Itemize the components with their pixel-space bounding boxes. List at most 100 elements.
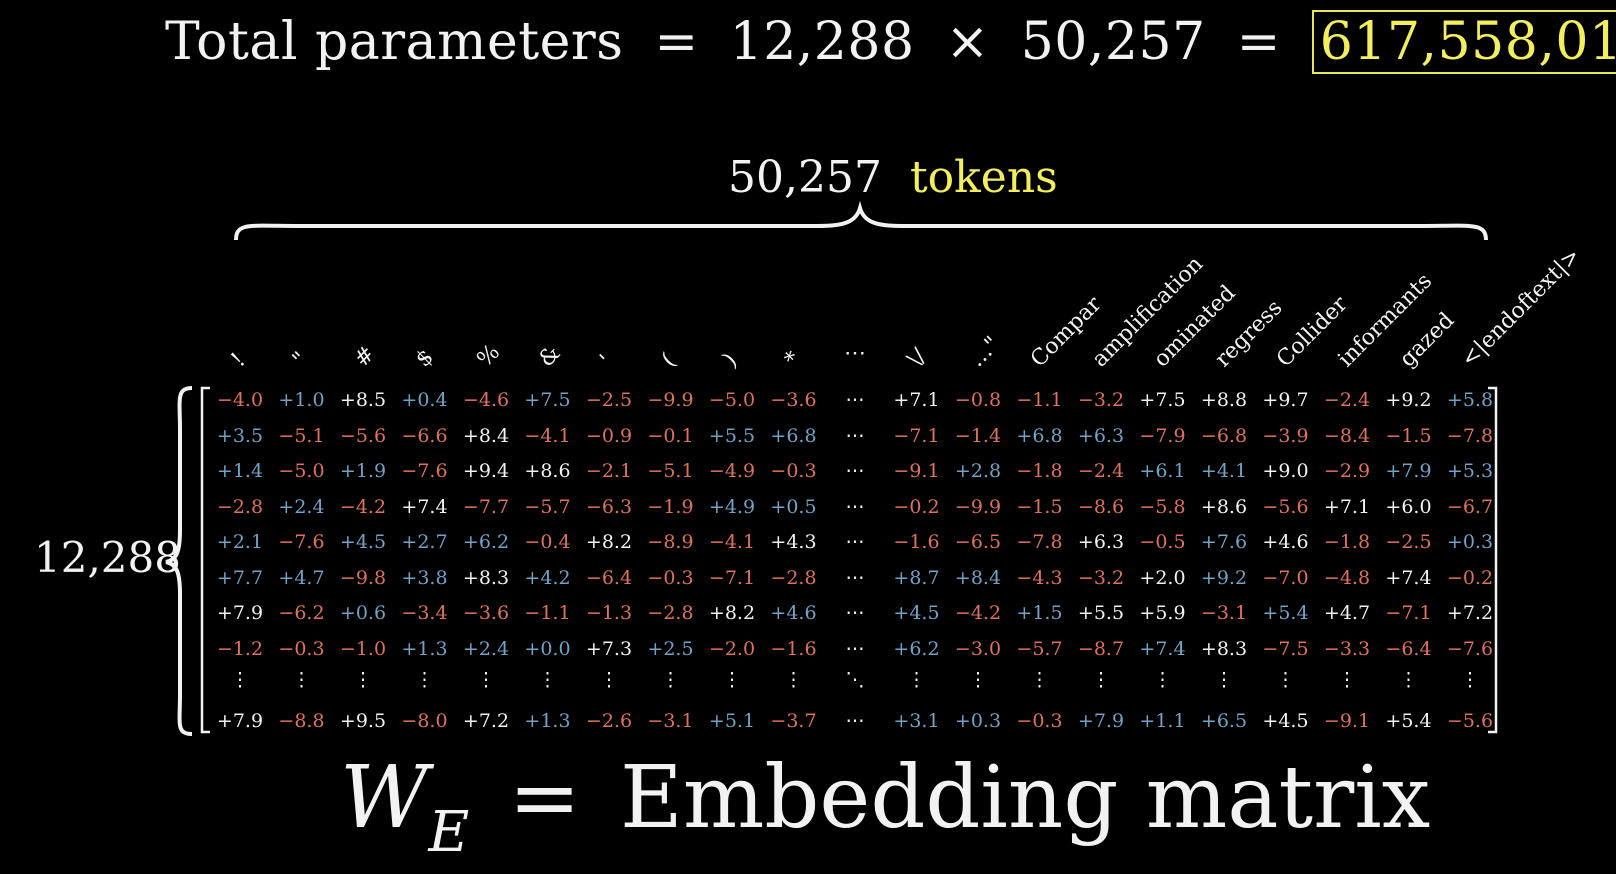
matrix-cell: +0.6 <box>340 602 386 624</box>
matrix-cell: +8.6 <box>1201 496 1247 518</box>
matrix-cell: −4.9 <box>709 460 755 482</box>
matrix-cell: −9.1 <box>1324 710 1370 732</box>
matrix-cell: +1.3 <box>401 638 447 660</box>
caption-text: Embedding matrix <box>620 748 1431 848</box>
matrix-cell: +6.2 <box>893 638 939 660</box>
matrix-cell: ⋯ <box>846 460 865 482</box>
matrix-cell: ⋯ <box>846 531 865 553</box>
matrix-cell: −3.7 <box>770 710 816 732</box>
matrix-cell: +1.0 <box>278 389 324 411</box>
matrix-cell: −1.2 <box>217 638 263 660</box>
matrix-cell: −7.7 <box>463 496 509 518</box>
matrix-cell: −5.1 <box>278 425 324 447</box>
matrix-cell: +7.2 <box>1447 602 1493 624</box>
matrix-cell: +2.8 <box>955 460 1001 482</box>
column-token-label: <|endoftext|> <box>1457 243 1586 372</box>
matrix-cell: +4.5 <box>893 602 939 624</box>
matrix-cell: −2.8 <box>217 496 263 518</box>
matrix-cell: +9.2 <box>1201 567 1247 589</box>
column-token-label: & <box>534 341 566 373</box>
matrix-cell: ⋮ <box>1399 669 1418 691</box>
matrix-cell: +6.3 <box>1078 531 1124 553</box>
matrix-cell: −0.2 <box>1447 567 1493 589</box>
matrix-cell: −2.0 <box>709 638 755 660</box>
parameter-count-equation: Total parameters = 12,288 × 50,257 = 617… <box>0 8 1616 88</box>
matrix-cell: ⋮ <box>1276 669 1295 691</box>
column-token-label: ' <box>596 350 618 372</box>
matrix-cell: +7.3 <box>586 638 632 660</box>
matrix-cell: ⋮ <box>969 669 988 691</box>
matrix-cell: +8.8 <box>1201 389 1247 411</box>
matrix-cell: ⋮ <box>477 669 496 691</box>
matrix-cell: −5.1 <box>647 460 693 482</box>
matrix-cell: +6.1 <box>1139 460 1185 482</box>
matrix-cell: −3.4 <box>401 602 447 624</box>
matrix-cell: ⋮ <box>1215 669 1234 691</box>
matrix-cell: +1.5 <box>1016 602 1062 624</box>
column-token-label: " <box>288 347 313 372</box>
matrix-cell: −0.2 <box>893 496 939 518</box>
matrix-cell: −4.2 <box>955 602 1001 624</box>
caption-subscript: E <box>428 800 470 865</box>
rows-curly-brace <box>165 386 193 736</box>
matrix-cell: −4.6 <box>463 389 509 411</box>
matrix-cell: +8.2 <box>586 531 632 553</box>
matrix-cell: +7.9 <box>217 710 263 732</box>
matrix-cell: +2.5 <box>647 638 693 660</box>
equation-times: × <box>945 12 990 72</box>
matrix-cell: −9.9 <box>647 389 693 411</box>
matrix-cell: −0.1 <box>647 425 693 447</box>
matrix-cell: −0.8 <box>955 389 1001 411</box>
matrix-cell: −6.6 <box>401 425 447 447</box>
matrix-cell: −5.0 <box>709 389 755 411</box>
matrix-cell: −8.6 <box>1078 496 1124 518</box>
matrix-cell: +5.4 <box>1262 602 1308 624</box>
matrix-cell: −2.1 <box>586 460 632 482</box>
embedding-caption: WE = Embedding matrix <box>340 755 1430 861</box>
tokens-word: tokens <box>909 152 1058 203</box>
matrix-cell: +3.5 <box>217 425 263 447</box>
matrix-cell: +0.3 <box>1447 531 1493 553</box>
matrix-cell: −7.1 <box>893 425 939 447</box>
matrix-cell: +4.5 <box>1262 710 1308 732</box>
matrix-cell: +5.4 <box>1385 710 1431 732</box>
matrix-cell: +7.9 <box>217 602 263 624</box>
matrix-cell: −2.5 <box>586 389 632 411</box>
matrix-cell: ⋮ <box>538 669 557 691</box>
matrix-cell: −5.6 <box>1447 710 1493 732</box>
matrix-cell: +8.5 <box>340 389 386 411</box>
matrix-cell: −7.8 <box>1016 531 1062 553</box>
matrix-cell: +7.2 <box>463 710 509 732</box>
matrix-cell: +0.3 <box>955 710 1001 732</box>
matrix-cell: +7.1 <box>1324 496 1370 518</box>
matrix-cell: +1.1 <box>1139 710 1185 732</box>
matrix-cell: −4.0 <box>217 389 263 411</box>
matrix-cell: −1.9 <box>647 496 693 518</box>
matrix-cell: +6.5 <box>1201 710 1247 732</box>
column-token-label: $ <box>411 345 439 373</box>
matrix-cell: +7.5 <box>1139 389 1185 411</box>
matrix-cells: −4.0 +1.0 +8.5 +0.4 −4.6 +7.5 −2.5 −9.9 −5.0 −3.6… <box>217 389 1493 732</box>
matrix-cell: −3.2 <box>1078 389 1124 411</box>
matrix-cell: +5.3 <box>1447 460 1493 482</box>
matrix-cell: −8.8 <box>278 710 324 732</box>
matrix-cell: −6.5 <box>955 531 1001 553</box>
matrix-cell: −7.8 <box>1447 425 1493 447</box>
matrix-cell: +3.1 <box>893 710 939 732</box>
matrix-cell: −7.5 <box>1262 638 1308 660</box>
matrix-cell: −6.3 <box>586 496 632 518</box>
matrix-cell: +8.3 <box>463 567 509 589</box>
column-token-label: \/ <box>903 344 932 373</box>
matrix-cell: −9.8 <box>340 567 386 589</box>
matrix-cell: −7.1 <box>1385 602 1431 624</box>
matrix-cell: ⋯ <box>846 638 865 660</box>
matrix-cell: −0.5 <box>1139 531 1185 553</box>
column-token-label: % <box>473 340 505 372</box>
equation-equals: = <box>654 12 699 72</box>
matrix-cell: −0.3 <box>647 567 693 589</box>
rows-count-label: 12,288 <box>34 533 181 582</box>
matrix-cell: ⋯ <box>846 710 865 732</box>
matrix-cell: −7.0 <box>1262 567 1308 589</box>
matrix-cell: −9.1 <box>893 460 939 482</box>
matrix-cell: +9.0 <box>1262 460 1308 482</box>
